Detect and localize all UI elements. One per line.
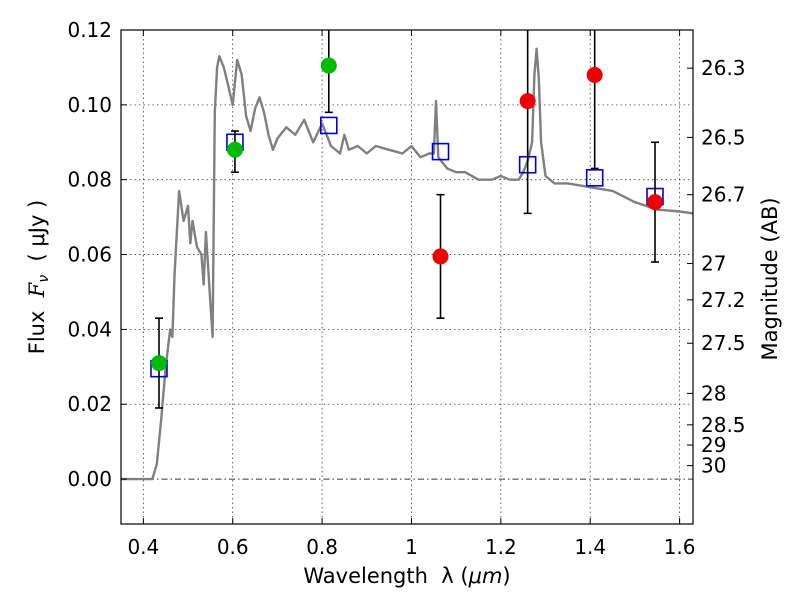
red-data-point	[432, 248, 449, 265]
red-data-point	[519, 93, 536, 110]
y-tick-label: 0.06	[67, 243, 112, 267]
plot-background	[121, 30, 693, 524]
right-tick-label: 28	[701, 381, 726, 405]
y-axis-label: Flux Fν ( μJy )	[25, 200, 52, 355]
green-data-point	[226, 141, 243, 158]
y-axis-label-symbol: F	[25, 281, 49, 298]
red-data-point	[647, 194, 664, 211]
x-axis-label: Wavelength λ (μm)	[303, 564, 510, 588]
x-tick-label: 1	[405, 535, 418, 559]
x-tick-label: 0.8	[306, 535, 338, 559]
y-tick-label: 0.02	[67, 392, 112, 416]
y-axis-label-subscript: ν	[36, 275, 52, 283]
x-axis-label-text: Wavelength λ (	[303, 564, 468, 588]
y-tick-label: 0.04	[67, 317, 112, 341]
model-photometry-square	[431, 142, 450, 161]
x-tick-label: 0.6	[217, 535, 249, 559]
right-tick-label: 26.7	[701, 183, 746, 207]
plot-frame	[120, 29, 694, 525]
right-tick-label: 27.2	[701, 288, 746, 312]
right-axis-label: Magnitude (AB)	[758, 197, 782, 360]
x-tick-label: 0.4	[127, 535, 159, 559]
right-tick-label: 26.5	[701, 125, 746, 149]
right-tick-label: 27	[701, 252, 726, 276]
y-tick-label: 0.10	[67, 93, 112, 117]
green-data-point	[150, 355, 167, 372]
model-spectrum-line	[121, 47, 693, 481]
x-tick-label: 1.4	[574, 535, 606, 559]
model-photometry-square	[319, 116, 338, 135]
y-tick-label: 0.12	[67, 18, 112, 42]
x-axis-label-close: )	[502, 564, 510, 588]
y-axis-label-text: Flux	[25, 297, 49, 354]
right-tick-label: 27.5	[701, 331, 746, 355]
x-axis-label-unit: μm	[468, 564, 503, 588]
y-axis-label-unit: ( μJy )	[25, 200, 49, 275]
right-tick-label: 30	[701, 454, 726, 478]
right-tick-label: 28.5	[701, 413, 746, 437]
y-tick-label: 0.00	[67, 467, 112, 491]
x-tick-label: 1.2	[485, 535, 517, 559]
right-tick-label: 29	[701, 433, 726, 457]
red-data-point	[586, 66, 603, 83]
right-tick-label: 26.3	[701, 56, 746, 80]
model-photometry-square	[585, 169, 604, 187]
x-tick-label: 1.6	[664, 535, 696, 559]
green-data-point	[320, 57, 337, 74]
y-tick-label: 0.08	[67, 168, 112, 192]
